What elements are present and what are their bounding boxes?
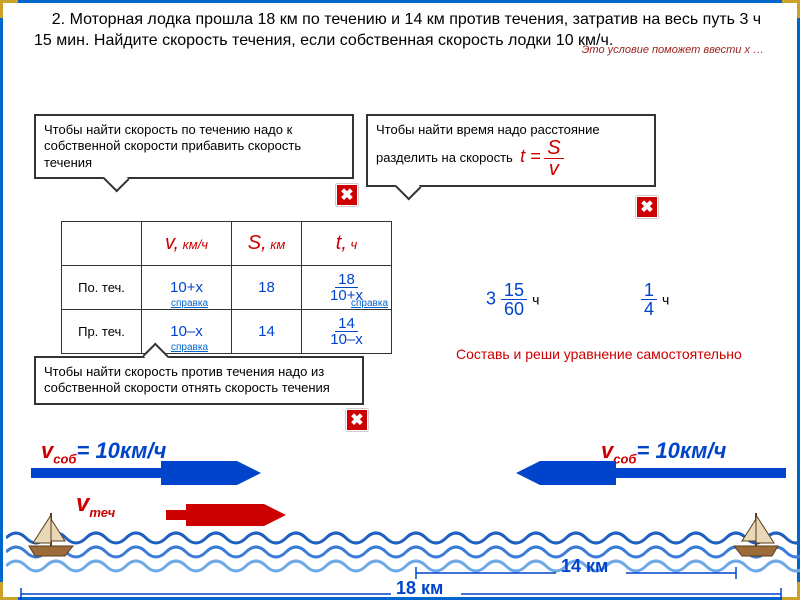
close-icon[interactable]: ✖ <box>336 184 358 206</box>
tip-speed-downstream: Чтобы найти скорость по течению надо к с… <box>34 114 354 179</box>
time-fraction-2: 14 ч <box>641 281 669 318</box>
time-fraction-1: 3 1560 ч <box>486 281 539 318</box>
bracket-14 <box>66 566 746 580</box>
arrow-left-blue <box>511 461 791 485</box>
boat-icon <box>21 501 81 561</box>
ref-link[interactable]: справка <box>171 342 208 353</box>
data-table: v, км/ч S, км t, ч По. теч. 10+x 18 1810… <box>61 221 392 354</box>
v-tech-label: vтеч <box>76 490 115 520</box>
ref-link[interactable]: справка <box>171 298 208 309</box>
ref-link[interactable]: справка <box>351 298 388 309</box>
bracket-18 <box>16 588 786 600</box>
tip-speed-upstream: Чтобы найти скорость против течения надо… <box>34 356 364 405</box>
solve-instruction: Составь и реши уравнение самостоятельно <box>456 346 742 362</box>
close-icon[interactable]: ✖ <box>636 196 658 218</box>
arrow-right-red <box>161 504 291 526</box>
tip-time-formula: Чтобы найти время надо расстояние раздел… <box>366 114 656 187</box>
close-icon[interactable]: ✖ <box>346 409 368 431</box>
hint-top: Это условие поможет ввести х … <box>582 44 764 56</box>
arrow-right-blue <box>26 461 266 485</box>
boat-icon <box>726 501 786 561</box>
